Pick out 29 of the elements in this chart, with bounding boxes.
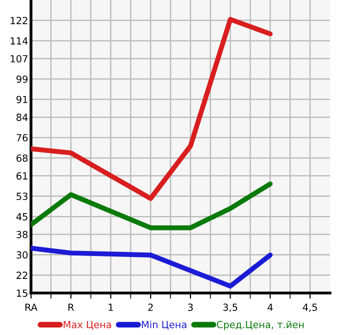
legend-label: Сред.Цена, т.йен bbox=[216, 320, 304, 330]
x-tick-label: 4 bbox=[268, 304, 273, 311]
y-tick-label: 15 bbox=[16, 290, 28, 297]
line-series bbox=[31, 182, 273, 230]
y-tick-label: 68 bbox=[16, 154, 28, 162]
x-tick-label: 3 bbox=[188, 304, 193, 311]
y-tick-label: 22 bbox=[16, 272, 28, 279]
y-tick-label: 76 bbox=[16, 134, 28, 142]
x-tick-label: 4,5 bbox=[302, 304, 317, 312]
y-tick-label: 61 bbox=[16, 172, 28, 180]
legend-label: Min Цена bbox=[142, 320, 186, 330]
y-tick-label: 38 bbox=[16, 230, 28, 238]
x-tick-label: 3,5 bbox=[223, 304, 238, 312]
y-tick-label: 99 bbox=[16, 75, 28, 83]
y-tick-label: 30 bbox=[16, 251, 28, 259]
x-tick-label: RA bbox=[25, 304, 38, 311]
y-tick-label: 114 bbox=[10, 37, 28, 44]
line-series bbox=[31, 246, 273, 289]
y-tick-label: 91 bbox=[16, 96, 28, 104]
y-tick-label: 84 bbox=[16, 114, 28, 122]
x-tick-label: R bbox=[68, 304, 74, 311]
x-tick-label: 1 bbox=[108, 304, 113, 311]
y-tick-label: 53 bbox=[16, 192, 28, 200]
legend-label: Max Цена bbox=[64, 321, 111, 330]
x-tick-label: 2 bbox=[148, 304, 153, 311]
y-tick-label: 107 bbox=[10, 55, 28, 62]
line-series bbox=[31, 16, 273, 201]
y-tick-label: 122 bbox=[10, 16, 28, 24]
y-tick-label: 45 bbox=[16, 213, 28, 220]
